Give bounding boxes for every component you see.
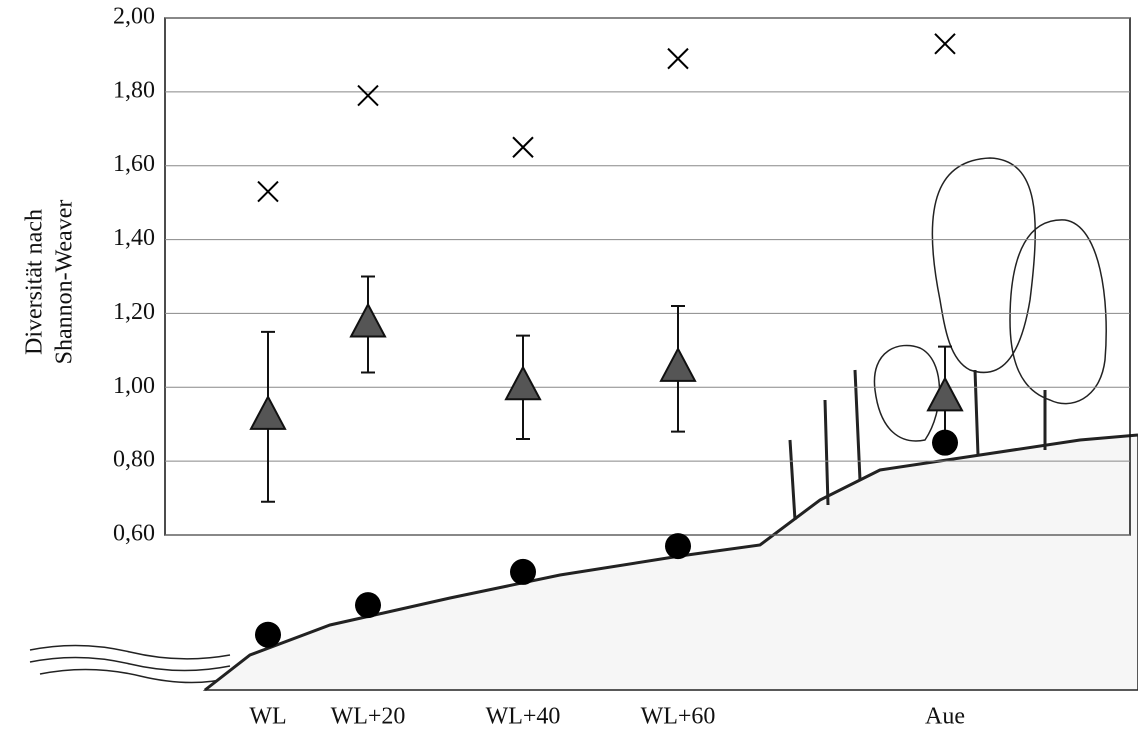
triangle-marker [659, 346, 697, 382]
x-tick-label: WL+60 [641, 704, 716, 730]
y-tick-label: 0,80 [113, 447, 155, 473]
water [29, 644, 231, 684]
x-tick-label: WL [249, 704, 286, 730]
circle-marker [665, 533, 691, 560]
triangle-marker [926, 376, 964, 412]
x-tick-label: Aue [925, 704, 965, 730]
y-tick-label: 0,60 [113, 521, 155, 547]
x-tick-label: WL+40 [486, 704, 561, 730]
cross-marker [667, 47, 689, 70]
stems [788, 369, 1047, 521]
y-tick-label: 1,40 [113, 225, 155, 251]
circle-marker [255, 621, 281, 648]
circle-marker [932, 429, 958, 456]
circle-marker [355, 592, 381, 619]
cross-marker [934, 33, 956, 55]
y-tick-label: 1,60 [113, 151, 155, 177]
y-tick-label: 1,00 [113, 373, 155, 399]
triangle-marker [504, 365, 542, 401]
circle-marker [510, 558, 536, 585]
tree [931, 157, 1036, 374]
tree [873, 344, 941, 442]
ground-line [204, 433, 1138, 692]
y-tick-label: 1,20 [113, 299, 155, 325]
cross-marker [512, 136, 534, 158]
y-axis-title: Diversität nach [22, 209, 48, 355]
tree [1009, 219, 1107, 405]
triangle-marker [249, 394, 287, 430]
y-axis-title: Shannon-Weaver [52, 200, 78, 365]
cross-marker [257, 180, 279, 203]
cross-marker [357, 84, 379, 107]
triangle-marker [349, 302, 387, 338]
ground [202, 434, 1138, 691]
y-tick-label: 2,00 [113, 4, 155, 30]
x-tick-label: WL+20 [331, 704, 406, 730]
landscape [29, 157, 1138, 692]
y-tick-label: 1,80 [113, 77, 155, 103]
